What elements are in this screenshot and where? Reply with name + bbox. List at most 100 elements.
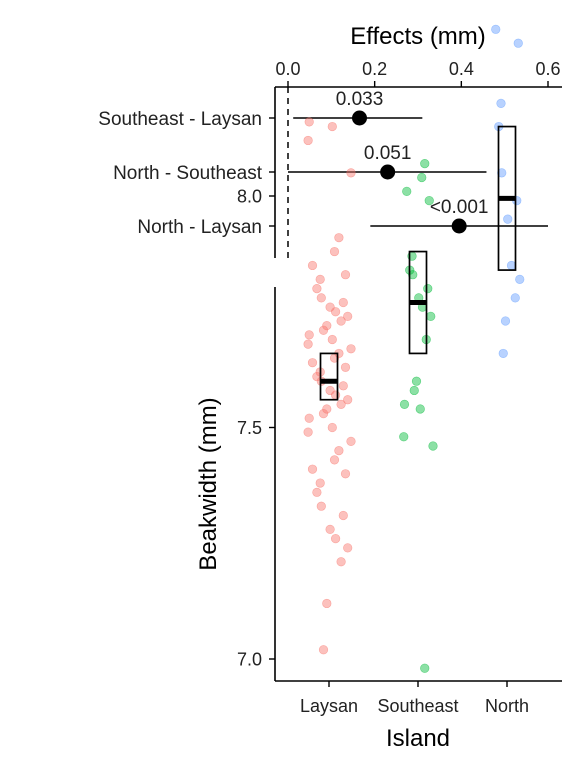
beakwidth-data-point: [307, 358, 318, 368]
effects-tick-label: 0.0: [275, 59, 300, 79]
beakwidth-y-ticks: 7.07.58.08.5: [237, 187, 275, 670]
effects-tick-label: 0.2: [362, 59, 387, 79]
beakwidth-data-point: [420, 663, 430, 673]
island-tick-label: North: [485, 696, 529, 716]
beakwidth-data-point: [331, 534, 341, 544]
beakwidth-data-point: [325, 302, 335, 312]
beakwidth-data-point: [411, 376, 422, 386]
confidence-interval-box: [319, 352, 339, 401]
beakwidth-data-point: [312, 487, 322, 497]
beakwidth-data-point: [415, 404, 425, 414]
beakwidth-data-point: [329, 455, 340, 465]
beakwidth-data-point: [307, 260, 318, 271]
beakwidth-data-point: [334, 446, 344, 456]
beakwidth-data-point: [409, 385, 419, 396]
beakwidth-data-point: [316, 501, 326, 511]
beakwidth-tick-label: 8.0: [237, 187, 262, 207]
beakwidth-data-point: [343, 395, 353, 405]
effects-axis-title: Effects (mm): [350, 23, 486, 50]
beakwidth-data-point: [336, 316, 346, 326]
beakwidth-data-point: [303, 427, 313, 437]
beakwidth-data-point: [315, 274, 325, 284]
beakwidth-data-point: [506, 260, 517, 271]
effects-tick-label: 0.4: [449, 59, 474, 79]
beakwidth-data-point: [303, 135, 313, 146]
beakwidth-data-point: [513, 38, 523, 48]
beakwidth-data-point: [496, 98, 506, 108]
beakwidth-data-point: [399, 432, 409, 442]
beakwidth-data-point: [420, 158, 430, 169]
beakwidth-data-point: [336, 557, 346, 567]
beakwidth-data-point: [307, 464, 318, 474]
comparison-label: North - Southeast: [113, 163, 263, 184]
effects-forest-plot: Effects (mm) 0.0 0.2 0.4 0.6 Southeast - La…: [98, 23, 562, 258]
beakwidth-data-point: [316, 293, 326, 303]
island-axis-title: Island: [386, 725, 450, 752]
beakwidth-data-point: [340, 362, 351, 372]
beakwidth-data-point: [340, 270, 351, 280]
beakwidth-data-point: [346, 168, 356, 178]
p-value-label: 0.033: [336, 89, 384, 110]
beakwidth-axis-title: Beakwidth (mm): [195, 397, 222, 570]
beakwidth-data-point: [322, 598, 332, 609]
beakwidth-data-point: [304, 330, 314, 340]
beakwidth-data-point: [322, 404, 332, 414]
beakwidth-data-point: [498, 348, 508, 359]
beakwidth-data-point: [423, 284, 433, 294]
island-tick-label: Southeast: [377, 696, 458, 716]
p-value-label: <0.001: [430, 197, 489, 218]
island-mean-ci-boxes: [319, 125, 517, 401]
beakwidth-data-point: [497, 168, 507, 178]
beakwidth-data-point: [346, 344, 356, 354]
beakwidth-data-point: [515, 274, 525, 284]
beakwidth-data-point: [304, 117, 314, 127]
beakwidth-data-point: [329, 246, 340, 257]
beakwidth-data-point: [491, 24, 501, 34]
beakwidth-data-point: [327, 422, 337, 433]
p-value-label: 0.051: [364, 143, 412, 164]
beakwidth-data-point: [424, 196, 434, 206]
beakwidth-data-point: [428, 441, 438, 451]
beakwidth-data-point: [327, 334, 337, 345]
beakwidth-data-point: [315, 478, 325, 488]
beakwidth-data-point: [325, 385, 335, 396]
effect-estimate-point: [451, 218, 467, 234]
comparison-label: North - Laysan: [137, 217, 262, 238]
beakwidth-data-point: [338, 297, 348, 308]
beakwidth-data-point: [336, 399, 346, 409]
beakwidth-data-point: [312, 284, 322, 294]
beakwidth-data-point: [318, 409, 329, 419]
beakwidth-data-point: [503, 214, 513, 224]
beakwidth-data-point: [331, 307, 341, 317]
beakwidth-data-point: [338, 510, 348, 521]
beakwidth-data-point: [500, 316, 511, 326]
beakwidth-data-point: [346, 436, 356, 446]
beakwidth-tick-label: 7.0: [237, 650, 262, 670]
beakwidth-data-point: [426, 311, 436, 321]
beakwidth-data-point: [322, 321, 332, 331]
beakwidth-data-point: [325, 524, 335, 534]
effects-x-ticks: 0.0 0.2 0.4 0.6: [275, 59, 561, 87]
beakwidth-data-point: [340, 469, 351, 479]
effects-rows: Southeast - Laysan 0.033 North - Southeast…: [98, 89, 548, 238]
effects-tick-label: 0.6: [535, 59, 560, 79]
beakwidth-data-point: [334, 233, 344, 243]
beakwidth-data-point: [408, 270, 418, 280]
beakwidth-tick-label: 7.5: [237, 418, 262, 438]
beakwidth-data-point: [338, 381, 348, 391]
effect-estimate-point: [380, 164, 396, 180]
beakwidth-data-point: [343, 543, 353, 553]
island-x-ticks: Laysan Southeast North: [300, 681, 529, 716]
beakwidth-data-point: [343, 311, 353, 321]
beakwidth-data-point: [331, 390, 341, 400]
beakwidth-data-point: [327, 121, 337, 132]
beakwidth-data-point: [303, 339, 313, 349]
beakwidth-data-point: [510, 293, 520, 303]
beakwidth-data-point: [318, 325, 329, 335]
beakwidth-data-point: [304, 413, 314, 423]
comparison-label: Southeast - Laysan: [98, 109, 262, 130]
island-tick-label: Laysan: [300, 696, 358, 716]
